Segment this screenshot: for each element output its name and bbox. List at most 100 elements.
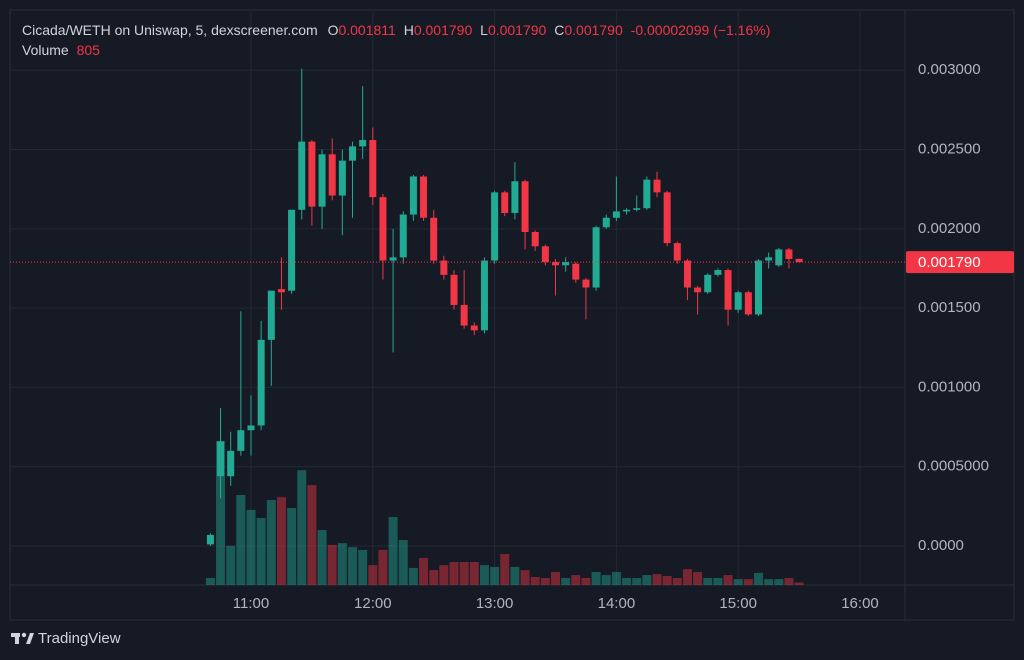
volume-bar (601, 575, 611, 585)
candle-body (349, 146, 356, 161)
grid (10, 10, 905, 585)
x-tick-label: 11:00 (233, 595, 269, 612)
candle-body (795, 258, 803, 263)
y-tick-label: 0.0005000 (918, 458, 989, 475)
candle-body (704, 274, 712, 293)
volume-label: Volume (22, 42, 69, 58)
last-price-box (906, 251, 1014, 274)
candle-body (755, 260, 762, 315)
y-tick-label: 0.003000 (918, 61, 981, 78)
volume-bar (266, 499, 276, 585)
volume-bar (358, 549, 368, 585)
volume-bar (429, 570, 439, 585)
candle-body (359, 140, 367, 147)
brand: TradingView (38, 630, 121, 647)
legend-line: Cicada/WETH on Uniswap, 5, dexscreener.c… (22, 22, 770, 38)
volume-bar (713, 578, 723, 585)
candle-body (257, 339, 265, 426)
x-tick-label: 16:00 (841, 595, 879, 612)
candle-body (480, 260, 488, 331)
x-tick-label: 14:00 (598, 595, 636, 612)
volume-bar (510, 567, 520, 585)
candle-body (643, 179, 651, 209)
volume-bar (571, 575, 581, 585)
volume-bar (297, 470, 307, 585)
volume-bar (693, 571, 703, 585)
candle-body (460, 304, 468, 326)
candle-body (663, 192, 671, 244)
volume-bar (205, 578, 215, 585)
candle-body (450, 274, 458, 305)
candle-body (592, 227, 600, 288)
volume-bar (622, 578, 632, 585)
candle-body (389, 257, 397, 261)
candle-body (633, 208, 641, 210)
volume-bar (581, 578, 591, 585)
x-tick-label: 15:00 (719, 595, 757, 612)
volume-bar (733, 579, 743, 585)
volume-bar (449, 562, 459, 585)
volume-bar (327, 544, 337, 585)
volume-bar (540, 578, 550, 585)
volume-bar (774, 579, 784, 585)
candle-body (744, 292, 752, 315)
volume-bar (368, 565, 378, 585)
change: -0.00002099 (−1.16%) (631, 22, 771, 38)
volume-bar (398, 540, 408, 585)
volume-bar (723, 575, 733, 585)
volume-pane (205, 441, 804, 585)
candle-body (470, 325, 478, 331)
candle-body (420, 176, 428, 218)
candle-body (298, 141, 306, 210)
volume-bar (754, 572, 763, 585)
volume-bar (216, 441, 226, 585)
volume-bar (551, 571, 560, 585)
candles (206, 68, 803, 546)
candle-body (734, 292, 742, 310)
volume-bar (611, 571, 621, 585)
o-value: 0.001811 (338, 22, 396, 38)
candle-body (602, 217, 610, 228)
volume-bar (561, 578, 571, 585)
l-label: L (480, 22, 488, 38)
volume-bar (591, 571, 601, 585)
candle-body (612, 211, 620, 218)
volume-bar (287, 508, 297, 585)
volume-bar (226, 545, 236, 585)
tradingview-logo (11, 632, 34, 644)
candle-body (288, 209, 296, 291)
candle-body (318, 154, 326, 207)
candle-body (267, 290, 275, 340)
candle-body (227, 450, 235, 477)
candle-body (785, 249, 793, 259)
volume-bar (500, 553, 510, 585)
volume-legend: Volume 805 (22, 42, 100, 58)
candle-body (694, 287, 702, 293)
volume-bar (530, 576, 540, 585)
candle-body (206, 534, 214, 545)
candle-body (277, 289, 285, 293)
volume-bar (794, 582, 804, 585)
candle-body (724, 270, 732, 310)
volume-bar (764, 579, 774, 585)
c-label: C (554, 22, 564, 38)
candle-body (237, 430, 245, 451)
candle-body (582, 279, 590, 288)
volume-bar (662, 576, 672, 585)
volume-bar (348, 547, 357, 585)
candle-body (328, 154, 336, 196)
volume-bar (317, 530, 327, 585)
candle-body (765, 257, 773, 261)
candle-body (623, 209, 631, 212)
volume-bar (439, 565, 449, 585)
x-tick-label: 13:00 (476, 595, 514, 612)
candle-body (673, 243, 681, 261)
volume-bar (236, 495, 246, 585)
candle-body (775, 249, 783, 266)
y-tick-label: 0.002000 (918, 220, 981, 237)
candle-body (683, 260, 691, 288)
volume-bar (388, 517, 398, 585)
candle-body (430, 217, 438, 261)
candle-body (572, 263, 580, 280)
